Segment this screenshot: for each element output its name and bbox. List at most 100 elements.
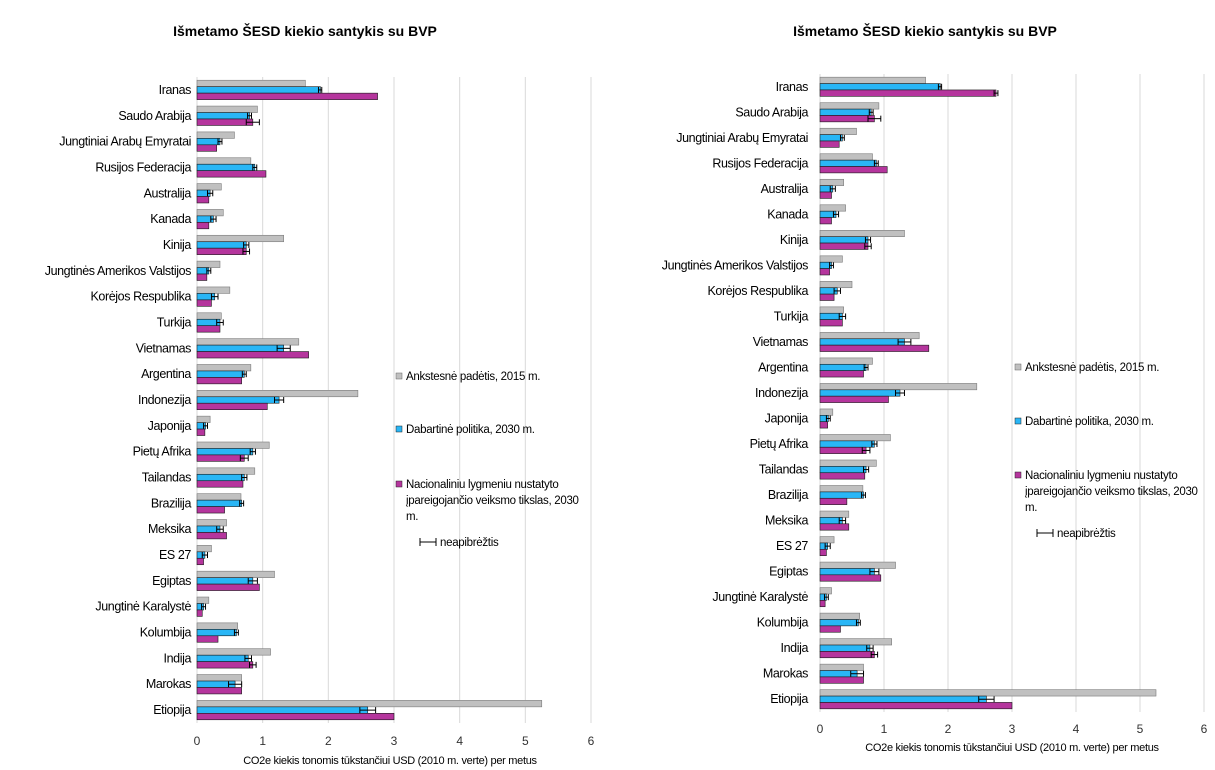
x-axis-label: CO2e kiekis tonomis tūkstančiui USD (201… [865, 742, 1159, 754]
x-tick-label: 2 [945, 722, 952, 736]
category-label: Kolumbija [140, 626, 192, 640]
bar-policy [819, 644, 871, 652]
bar-baseline [196, 390, 359, 398]
bar-ndc [196, 273, 208, 281]
bar-ndc [819, 140, 840, 148]
category-label: Kinija [780, 233, 809, 247]
bar-baseline [196, 234, 284, 243]
error-bar-policy [241, 474, 248, 481]
error-bar-policy [855, 619, 861, 626]
bar-ndc [196, 144, 218, 152]
bar-policy [196, 163, 256, 171]
bar-ndc [196, 325, 221, 333]
bar-ndc [819, 370, 864, 378]
error-bar-ndc [245, 119, 260, 126]
bar-baseline [819, 510, 850, 518]
bar-ndc [196, 170, 267, 178]
category-label: Rusijos Federacija [95, 160, 191, 174]
bar-baseline [196, 183, 222, 191]
bar-policy [196, 138, 221, 146]
category-label: Vietnamas [753, 335, 808, 349]
bar-baseline [196, 674, 242, 682]
category-label: Indija [164, 651, 192, 665]
category-label: Japonija [765, 412, 809, 426]
error-bar-policy [359, 707, 377, 714]
error-bar-policy [239, 500, 245, 507]
category-label: Tailandas [759, 463, 808, 477]
bar-baseline [196, 312, 222, 320]
x-tick-label: 1 [259, 734, 266, 748]
bar-baseline [196, 622, 239, 630]
chart-title: Išmetamo ŠESD kiekio santykis su BVP [793, 22, 1057, 39]
error-bar-policy [207, 190, 214, 197]
bar-baseline [196, 338, 300, 346]
legend-uncertainty-symbol [419, 538, 437, 546]
bar-policy [196, 577, 254, 585]
legend: Ankstesnė padėtis, 2015 m. Dabartinė pol… [1014, 362, 1198, 540]
bar-policy [196, 370, 245, 378]
bar-baseline [819, 485, 864, 493]
error-bar-policy [216, 319, 224, 326]
legend-swatch-baseline [395, 372, 403, 380]
x-tick-label: 0 [194, 734, 201, 748]
bar-baseline [196, 493, 242, 501]
bar-ndc [196, 506, 225, 514]
bar-ndc [196, 454, 245, 462]
bar-policy [196, 654, 249, 662]
bar-policy [196, 112, 250, 120]
bar-policy [196, 86, 321, 94]
bar-ndc [819, 549, 827, 556]
bar-baseline [196, 415, 211, 423]
category-label: Indonezija [138, 393, 191, 407]
legend-swatch-ndc [1014, 471, 1022, 479]
bar-ndc [819, 574, 882, 582]
error-bar-policy [937, 83, 943, 90]
category-label: Jungtinė Karalystė [95, 600, 191, 614]
x-tick-label: 4 [456, 734, 463, 748]
x-tick-labels: 0 1 2 3 4 5 6 [194, 734, 595, 748]
legend-swatch-ndc [395, 480, 403, 488]
bar-ndc [819, 268, 830, 276]
bar-ndc [196, 428, 206, 436]
error-bar-policy [838, 517, 847, 524]
bar-ndc [196, 583, 260, 591]
error-bar-policy [249, 448, 256, 455]
legend-label-uncertainty: neapibrėžtis [1057, 528, 1116, 540]
category-labels: Iranas Saudo Arabija Jungtiniai Arabų Emyr… [662, 80, 809, 706]
bar-ndc [196, 402, 268, 410]
category-label: Indija [781, 641, 809, 655]
bar-baseline [819, 178, 844, 186]
bar-policy [819, 236, 869, 244]
bar-policy [819, 389, 901, 397]
bar-policy [819, 695, 987, 703]
bar-ndc [196, 351, 309, 359]
category-label: Turkija [157, 315, 192, 329]
error-bar-policy [217, 138, 223, 145]
error-bar-policy [838, 313, 847, 320]
bar-baseline [196, 700, 543, 708]
category-label: Jungtinės Amerikos Valstijos [45, 264, 191, 278]
bar-policy [819, 568, 875, 576]
bar-policy [196, 344, 284, 352]
error-bar-policy [201, 552, 209, 559]
bar-baseline [819, 587, 832, 595]
bar-ndc [819, 446, 867, 454]
bar-policy [196, 629, 237, 637]
bar-ndc [819, 497, 848, 505]
error-bar-policy [317, 86, 323, 93]
bar-baseline [819, 612, 860, 620]
bar-ndc [196, 635, 219, 643]
error-bar-policy [829, 185, 836, 192]
error-bar-policy [210, 293, 219, 300]
bar-policy [196, 241, 247, 249]
category-label: Egiptas [769, 565, 808, 579]
error-bar-ndc [864, 243, 872, 250]
error-bar-policy [247, 112, 253, 119]
error-bar-policy [201, 603, 207, 610]
error-bar-policy [210, 216, 217, 223]
bar-baseline [819, 281, 853, 289]
category-label: Jungtiniai Arabų Emyratai [59, 135, 191, 149]
bar-baseline [819, 230, 905, 237]
bar-policy [819, 466, 867, 474]
bar-baseline [819, 102, 880, 110]
